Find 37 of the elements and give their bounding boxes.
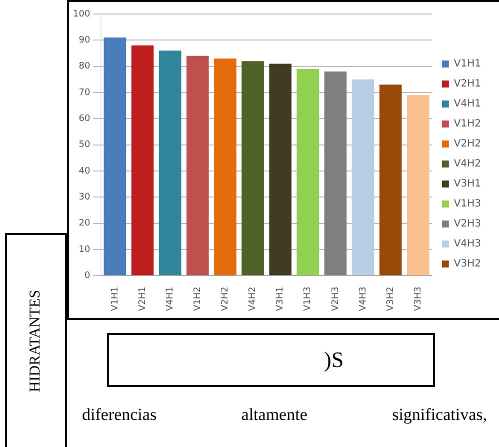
x-tick-label: V4H1 [165,286,176,312]
text: diferencias altamente significativas, [82,405,487,425]
y-tick-label: 50 [78,140,90,150]
x-tick-label: V1H2 [192,286,203,312]
y-tick-label: 20 [78,218,90,229]
y-tick-label: 0 [84,270,90,281]
text: )S [324,347,344,373]
y-tick-label: 90 [78,36,90,46]
x-tick-label: V2H3 [330,286,341,312]
legend-label: V1H3 [454,198,482,210]
text: HIDRATANTES [28,290,44,392]
legend-label: V4H3 [454,238,482,250]
x-tick-label: V4H3 [358,286,368,312]
y-tick-label: 80 [78,62,90,72]
legend-label: V2H1 [454,78,482,90]
x-tick-label: V1H3 [303,286,314,312]
y-tick-label: 60 [78,114,90,124]
legend-label: V3H2 [454,258,482,270]
legend-label: V1H2 [454,118,482,130]
x-tick-label: V3H1 [276,286,286,312]
x-tick-label: V2H1 [138,286,148,312]
y-tick-label: 30 [78,192,90,202]
legend-label: V4H1 [454,98,482,110]
x-tick-label: V4H2 [248,286,258,312]
y-tick-label: 40 [78,166,90,176]
legend-label: V3H1 [454,178,482,190]
legend-label: V4H2 [454,158,482,170]
y-tick-label: 70 [78,88,90,98]
x-tick-label: V1H1 [110,286,120,312]
x-tick-label: V2H2 [220,286,231,312]
y-tick-label: 100 [72,9,90,20]
legend-label: V2H3 [454,218,482,230]
legend-label: V1H1 [454,58,482,70]
x-tick-label: V3H3 [413,286,424,312]
legend-label: V2H2 [454,138,482,150]
x-tick-label: V3H2 [386,286,396,312]
y-tick-label: 10 [78,244,90,255]
